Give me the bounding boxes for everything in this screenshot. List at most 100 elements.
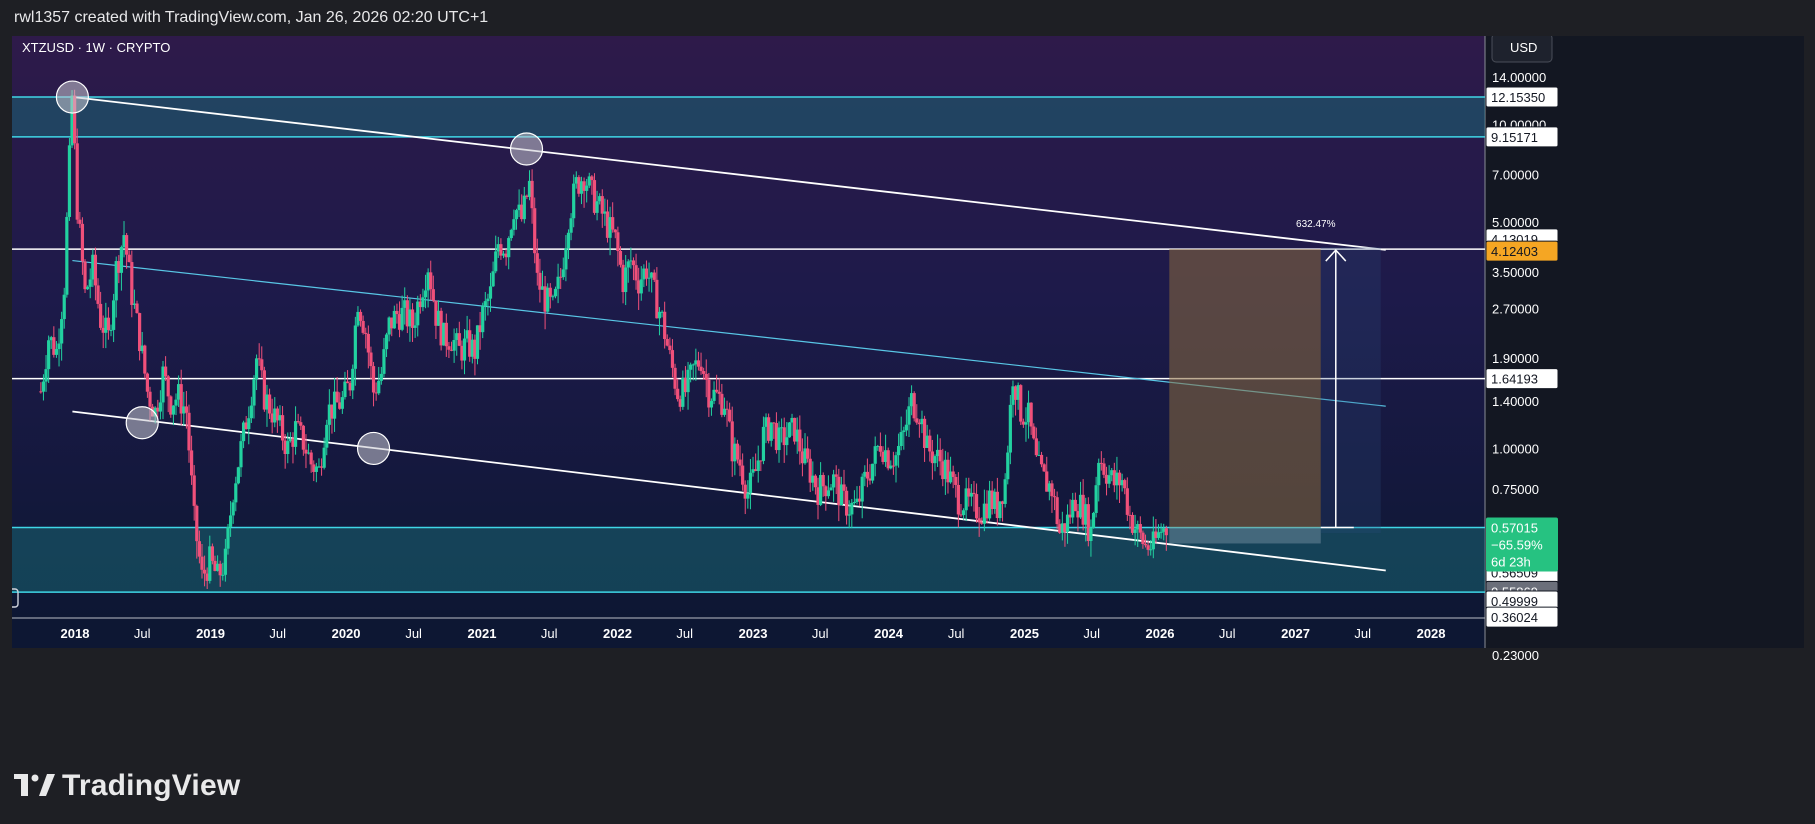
symbol-title: XTZUSD · 1W · CRYPTO — [22, 40, 170, 55]
candle-body — [598, 196, 602, 202]
candle-body — [738, 459, 742, 466]
candle-body — [1136, 524, 1140, 530]
price-tag-label-8: 0.36024 — [1491, 610, 1538, 625]
candle-body — [974, 494, 979, 519]
candle-body — [694, 360, 698, 365]
candle-body — [761, 426, 766, 461]
candle-body — [948, 471, 953, 483]
y-tick-label-3: 5.00000 — [1492, 215, 1539, 230]
x-tick-label-15: Jul — [1083, 626, 1100, 641]
candle-body — [213, 560, 217, 571]
candle-body — [665, 339, 669, 346]
candle-body — [491, 271, 495, 287]
x-tick-label-3: Jul — [269, 626, 286, 641]
candle-body — [112, 300, 116, 330]
candle-body — [483, 301, 487, 307]
candle-body — [652, 272, 656, 280]
candle-body — [366, 333, 370, 353]
candle-body — [148, 391, 152, 407]
candle-body — [850, 502, 854, 515]
candle-body — [301, 425, 305, 450]
candle-body — [283, 440, 287, 455]
candle-body — [533, 208, 537, 254]
candle-body — [41, 381, 46, 392]
x-tick-label-0: 2018 — [61, 626, 90, 641]
candle-body — [816, 487, 820, 505]
candle-body — [335, 391, 339, 403]
candle-body — [561, 269, 565, 278]
candle-body — [382, 349, 386, 374]
candle-body — [60, 319, 64, 344]
candle-body — [210, 546, 214, 561]
candle-body — [343, 381, 347, 398]
candle-body — [1034, 438, 1038, 456]
candle-body — [572, 183, 576, 219]
candle-body — [145, 373, 150, 392]
candle-body — [621, 264, 625, 293]
candle-body — [891, 465, 895, 467]
x-tick-label-12: 2024 — [874, 626, 904, 641]
candle-body — [67, 145, 72, 217]
candle-body — [821, 475, 825, 487]
candle-body — [922, 418, 927, 448]
candle-body — [1047, 483, 1051, 492]
candle-body — [839, 484, 844, 506]
candle-body — [832, 474, 836, 488]
candle-body — [507, 238, 511, 258]
x-tick-label-11: Jul — [812, 626, 829, 641]
candle-body — [951, 471, 955, 477]
price-tag-4 — [1485, 368, 1559, 390]
candle-body — [299, 422, 303, 426]
candle-body — [1141, 532, 1145, 545]
price-chart[interactable]: 632.47% 14.0000010.000007.000005.000003.… — [7, 33, 1804, 748]
currency-button-label[interactable]: USD — [1510, 40, 1537, 55]
projection-box — [1169, 249, 1321, 528]
candle-body — [928, 435, 932, 452]
candle-body — [559, 276, 563, 278]
candle-body — [429, 272, 433, 290]
candle-body — [1149, 549, 1153, 551]
candle-body — [941, 461, 945, 480]
last-price-value: 0.57015 — [1491, 520, 1538, 535]
candle-body — [114, 261, 118, 301]
candle-body — [296, 421, 300, 423]
y-tick-label-4: 3.50000 — [1492, 265, 1539, 280]
x-tick-label-18: 2027 — [1281, 626, 1310, 641]
candle-body — [722, 408, 727, 415]
candle-body — [1081, 494, 1085, 525]
candle-body — [1110, 470, 1114, 476]
candle-body — [618, 250, 623, 265]
candle-body — [273, 408, 277, 423]
candle-body — [353, 325, 357, 369]
candle-body — [1068, 514, 1072, 518]
candle-body — [164, 366, 168, 377]
last-price-change: −65.59% — [1491, 537, 1543, 552]
candle-body — [551, 296, 555, 298]
candle-body — [579, 181, 584, 194]
candle-body — [1156, 532, 1161, 538]
candle-body — [933, 456, 937, 464]
candle-body — [611, 217, 615, 230]
chart-panel[interactable]: 632.47% 14.00000 10.00000 7.00000 5.00000 3.… — [7, 33, 1804, 748]
candle-body — [96, 285, 100, 304]
candle-body — [873, 446, 877, 464]
candle-body — [1063, 523, 1067, 532]
candle-body — [1086, 504, 1090, 542]
candle-body — [938, 449, 942, 462]
candle-body — [418, 301, 422, 308]
candle-body — [1164, 528, 1168, 536]
candle-body — [522, 195, 526, 220]
y-tick-label-7: 1.40000 — [1492, 394, 1539, 409]
candle-body — [764, 417, 768, 427]
candle-body — [361, 320, 365, 333]
candle-body — [1159, 531, 1163, 533]
candle-body — [1045, 471, 1049, 492]
candle-body — [1138, 524, 1142, 533]
candle-body — [88, 279, 92, 287]
candle-body — [1094, 485, 1098, 513]
candle-body — [725, 408, 729, 410]
x-tick-label-1: Jul — [134, 626, 151, 641]
y-tick-label-9: 0.75000 — [1492, 482, 1539, 497]
candle-body — [639, 279, 643, 294]
candle-body — [247, 418, 251, 430]
